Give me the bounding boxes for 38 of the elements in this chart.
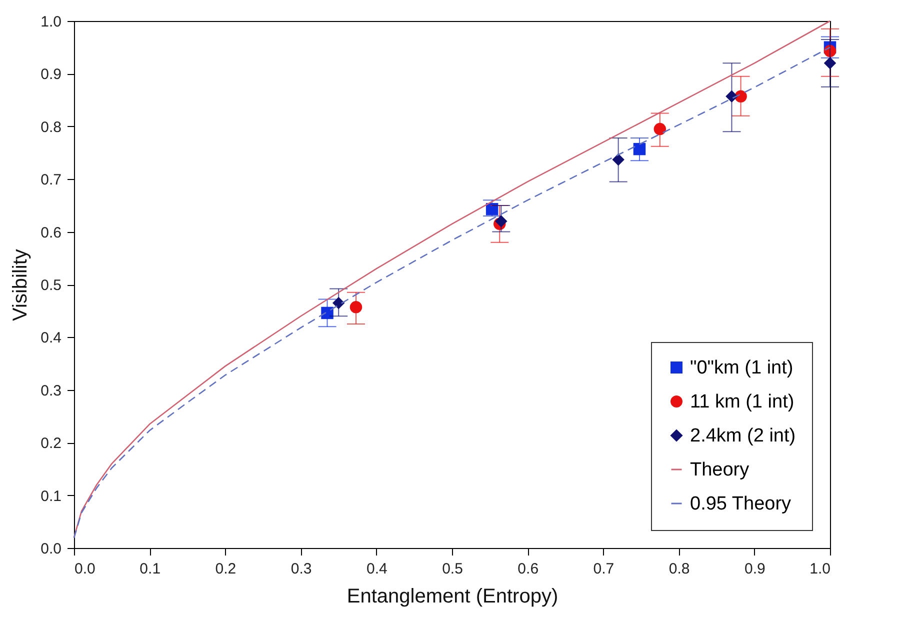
point [332, 296, 345, 310]
y-tick-label: 0.5 [40, 277, 62, 294]
point [612, 153, 624, 166]
y-tick-label: 0.6 [40, 224, 62, 242]
x-tick-label: 0.1 [140, 560, 161, 578]
x-tick-label: 0.7 [593, 560, 614, 578]
x-tick-label: 0.5 [442, 560, 463, 578]
legend-label: "0"km (1 int) [690, 358, 794, 378]
point [824, 57, 836, 70]
y-tick-label: 0.4 [40, 330, 62, 347]
point [350, 301, 362, 314]
y-tick-label: 0.3 [40, 382, 62, 400]
y-tick-label: 0.2 [40, 435, 62, 452]
x-tick-label: 0.2 [215, 560, 236, 578]
x-tick-label: 1.0 [810, 560, 830, 578]
y-axis-title: Visibility [10, 249, 32, 321]
y-tick-label: 0.1 [40, 488, 62, 505]
y-tick-label: 0.8 [40, 118, 62, 136]
x-tick-label: 0.3 [290, 560, 312, 578]
x-tick-label: 0.6 [518, 560, 539, 578]
legend-label: Theory [690, 460, 750, 480]
point [486, 203, 498, 216]
point [633, 142, 646, 156]
x-tick-label: 0.4 [366, 560, 388, 578]
point [495, 215, 508, 228]
x-tick-label: 0.0 [74, 560, 96, 578]
legend-label: 11 km (1 int) [690, 392, 794, 412]
legend-label: 0.95 Theory [690, 494, 792, 514]
y-tick-label: 1.0 [40, 14, 62, 30]
y-tick-label: 0.7 [40, 172, 62, 189]
y-tick-label: 0.0 [40, 540, 62, 558]
point [654, 122, 666, 136]
x-tick-label: 0.9 [744, 560, 766, 578]
point [726, 90, 738, 102]
x-tick-label: 0.8 [668, 560, 690, 578]
x-axis-title: Entanglement (Entropy) [346, 586, 558, 608]
legend-label: 2.4km (2 int) [690, 426, 796, 446]
y-tick-label: 0.9 [40, 66, 62, 84]
